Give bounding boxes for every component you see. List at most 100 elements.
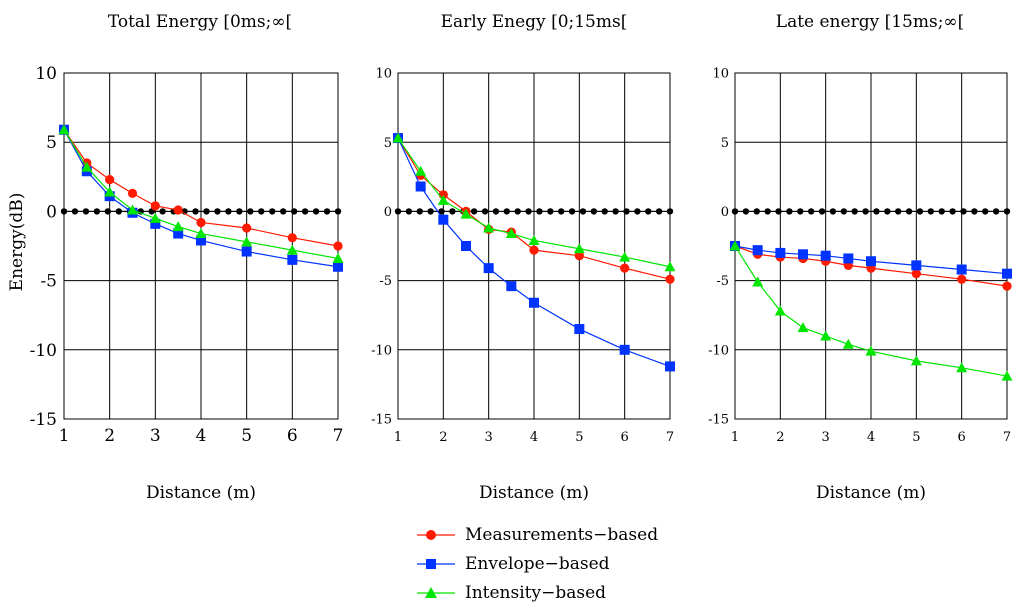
reference-point (786, 208, 793, 215)
x-tick-label: 1 (394, 430, 402, 445)
data-point (506, 281, 517, 292)
chart-panel-3: Late energy [15ms;∞[1 2 3 4 5 6 7 10 5 0 -5 -10 -15 D… (708, 12, 1013, 503)
reference-point (427, 208, 434, 215)
data-point (196, 217, 206, 228)
x-tick-label: 7 (1003, 430, 1011, 445)
data-point (58, 124, 70, 135)
x-tick-label: 3 (485, 430, 493, 445)
y-tick-label: -10 (30, 341, 57, 361)
data-point (866, 256, 876, 267)
y-tick-label: 0 (721, 205, 729, 220)
legend-swatch-envelope (417, 558, 455, 569)
data-point (911, 260, 922, 271)
reference-point (93, 208, 101, 215)
data-point (574, 251, 584, 261)
legend-label-envelope: Envelope−based (465, 553, 610, 574)
reference-point (449, 208, 456, 215)
reference-point (916, 208, 924, 215)
reference-point (797, 208, 804, 215)
reference-point (731, 208, 739, 215)
data-point (619, 251, 631, 262)
reference-series (394, 208, 674, 215)
reference-point (807, 208, 815, 215)
reference-point (645, 208, 652, 215)
reference-point (115, 208, 123, 215)
reference-point (438, 208, 445, 215)
x-tick-label: 4 (530, 430, 538, 445)
reference-point (862, 208, 869, 215)
legend-label-measurements: Measurements−based (465, 524, 659, 545)
series-line (734, 245, 1008, 377)
x-tick-label: 4 (867, 430, 875, 445)
reference-point (280, 208, 287, 215)
data-point (956, 362, 968, 373)
y-tick-label: 0 (46, 202, 57, 222)
data-point (664, 261, 676, 272)
x-tick-label: 6 (621, 430, 629, 445)
reference-point (470, 208, 478, 215)
y-tick-label: -15 (708, 413, 729, 428)
reference-point (927, 208, 935, 215)
reference-point (840, 208, 847, 215)
y-tick-label: 10 (35, 64, 57, 84)
data-point (729, 240, 741, 251)
data-point (910, 355, 922, 366)
data-point (150, 201, 160, 211)
y-tick-label: -5 (716, 274, 729, 289)
reference-point (742, 208, 750, 215)
data-point (865, 345, 877, 356)
data-point (460, 208, 472, 219)
data-point (956, 264, 967, 275)
data-point (104, 186, 116, 197)
x-tick-label: 2 (104, 426, 115, 446)
reference-point (905, 208, 913, 215)
y-tick-label: -15 (30, 410, 57, 430)
data-point (149, 212, 161, 223)
data-point (241, 236, 253, 247)
reference-point (514, 208, 521, 215)
reference-point (818, 208, 826, 215)
reference-point (159, 208, 166, 215)
chart-title: Total Energy [0ms;∞[ (108, 12, 292, 32)
data-point (333, 261, 343, 272)
reference-point (60, 208, 68, 215)
y-tick-label: -10 (708, 343, 729, 358)
reference-point (775, 208, 782, 215)
data-point (437, 194, 449, 205)
reference-point (982, 208, 989, 215)
data-point (392, 132, 404, 143)
chart-panel-2: Early Enegy [0;15ms[1 2 3 4 5 6 7 10 5 0 -5 -10 -15 D… (371, 12, 676, 503)
x-tick-label: 1 (59, 426, 70, 446)
grid (734, 72, 1008, 420)
data-point (195, 228, 207, 239)
series-line (63, 129, 339, 247)
x-tick-label: 5 (241, 426, 252, 446)
series-line (734, 245, 1008, 275)
series-line (734, 245, 1008, 287)
y-tick-label: 10 (375, 67, 392, 82)
reference-point (558, 208, 565, 215)
data-point (173, 228, 184, 239)
data-point (620, 263, 630, 273)
data-point (820, 330, 832, 341)
series-line (397, 137, 671, 367)
series-intensity (392, 132, 676, 272)
reference-point (992, 208, 1000, 215)
reference-series (60, 208, 342, 215)
grid (63, 72, 339, 420)
reference-point (203, 208, 210, 215)
x-tick-label: 6 (958, 430, 966, 445)
data-point (483, 222, 495, 233)
data-point (105, 174, 115, 185)
data-point (752, 276, 764, 287)
reference-point (590, 208, 598, 215)
data-point (529, 297, 539, 308)
data-point (665, 274, 675, 284)
reference-series (731, 208, 1011, 215)
data-point (798, 249, 808, 260)
chart-title: Late energy [15ms;∞[ (776, 12, 964, 32)
x-tick-label: 2 (776, 430, 784, 445)
reference-point (884, 208, 891, 215)
x-axis-label: Distance (m) (816, 483, 926, 503)
